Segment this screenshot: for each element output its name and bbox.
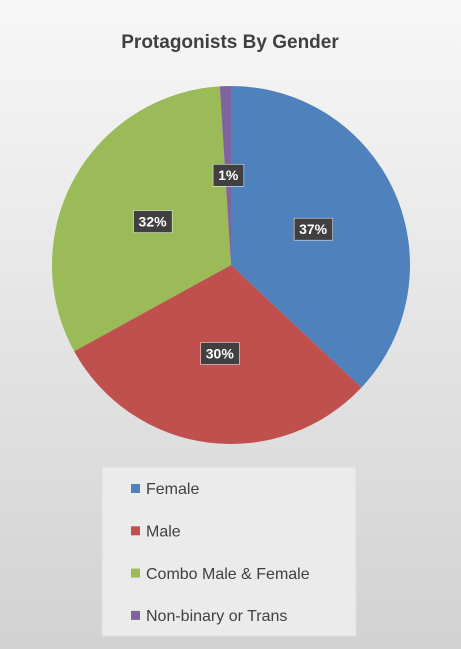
data-label-box <box>133 210 173 233</box>
legend-label: Combo Male & Female <box>146 566 310 583</box>
legend-box <box>101 466 357 637</box>
legend-swatch <box>131 484 140 493</box>
chart-title: Protagonists By Gender <box>121 32 339 53</box>
data-label-box <box>212 163 245 187</box>
data-label-box <box>293 217 333 241</box>
legend-label: Non-binary or Trans <box>146 608 287 625</box>
legend-swatch <box>131 610 140 620</box>
data-label-box <box>200 342 240 365</box>
data-label: 37% <box>299 221 328 237</box>
data-label: 32% <box>139 214 168 230</box>
legend-swatch <box>131 568 140 578</box>
data-label: 30% <box>206 345 235 361</box>
legend-swatch <box>131 526 140 536</box>
legend-label: Female <box>146 481 199 498</box>
legend-label: Male <box>146 524 181 541</box>
data-label: 1% <box>218 167 239 183</box>
